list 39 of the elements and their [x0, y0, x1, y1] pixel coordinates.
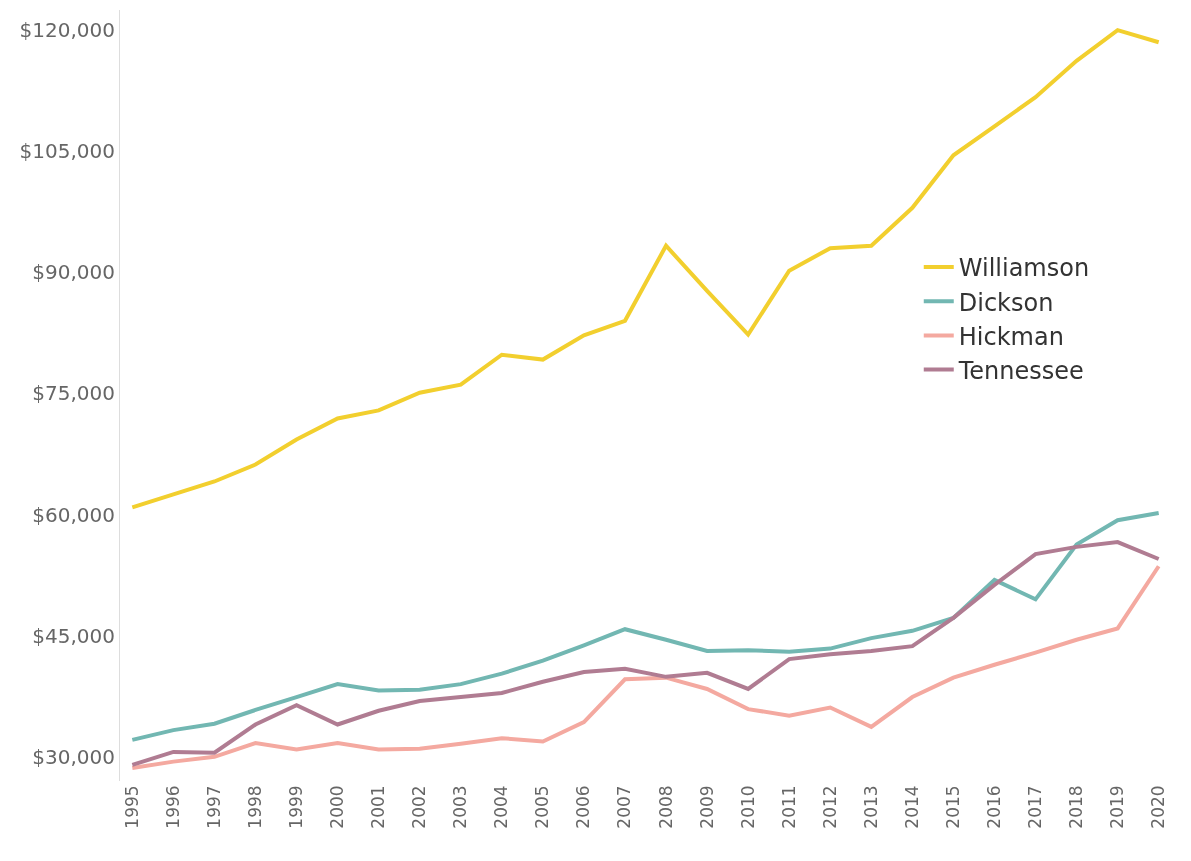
x-tick-label: 2004 — [491, 785, 512, 829]
line-series — [130, 28, 1161, 510]
y-tick-label: $60,000 — [32, 502, 115, 527]
x-tick-label: 2018 — [1066, 785, 1087, 829]
y-tick-label: $75,000 — [32, 381, 115, 406]
x-tick-label: 2016 — [983, 785, 1004, 829]
x-tick-label: 1995 — [121, 785, 142, 829]
x-tick-label: 2001 — [368, 785, 389, 829]
y-tick-label: $105,000 — [19, 139, 115, 164]
x-tick-label: 2003 — [450, 785, 471, 829]
x-tick-label: 1996 — [162, 785, 183, 829]
x-tick-label: 2014 — [901, 785, 922, 829]
x-tick-label: 2012 — [819, 785, 840, 829]
line-series — [130, 510, 1161, 742]
legend-label: Tennessee — [957, 356, 1084, 385]
x-tick-label: 2000 — [327, 785, 348, 829]
y-tick-label: $45,000 — [32, 623, 115, 648]
x-tick-label: 1997 — [203, 785, 224, 829]
x-tick-label: 2006 — [573, 785, 594, 829]
x-tick-label: 1998 — [245, 785, 266, 829]
x-tick-label: 2020 — [1148, 785, 1169, 829]
x-tick-label: 2017 — [1025, 785, 1046, 829]
x-tick-label: 2013 — [860, 785, 881, 829]
legend-label: Dickson — [958, 288, 1054, 317]
y-tick-label: $30,000 — [32, 744, 115, 769]
x-tick-label: 1999 — [286, 785, 307, 829]
y-tick-label: $90,000 — [32, 260, 115, 285]
x-tick-label: 2005 — [532, 785, 553, 829]
y-tick-label: $120,000 — [19, 18, 115, 43]
x-tick-label: 2002 — [409, 785, 430, 829]
legend-label: Williamson — [958, 254, 1090, 283]
legend-label: Hickman — [958, 322, 1064, 351]
x-tick-label: 2010 — [737, 785, 758, 829]
x-tick-label: 2008 — [655, 785, 676, 829]
x-tick-label: 2015 — [942, 785, 963, 829]
x-tick-label: 2019 — [1107, 785, 1128, 829]
x-tick-label: 2009 — [696, 785, 717, 829]
x-tick-label: 2007 — [614, 785, 635, 829]
x-tick-label: 2011 — [778, 785, 799, 829]
